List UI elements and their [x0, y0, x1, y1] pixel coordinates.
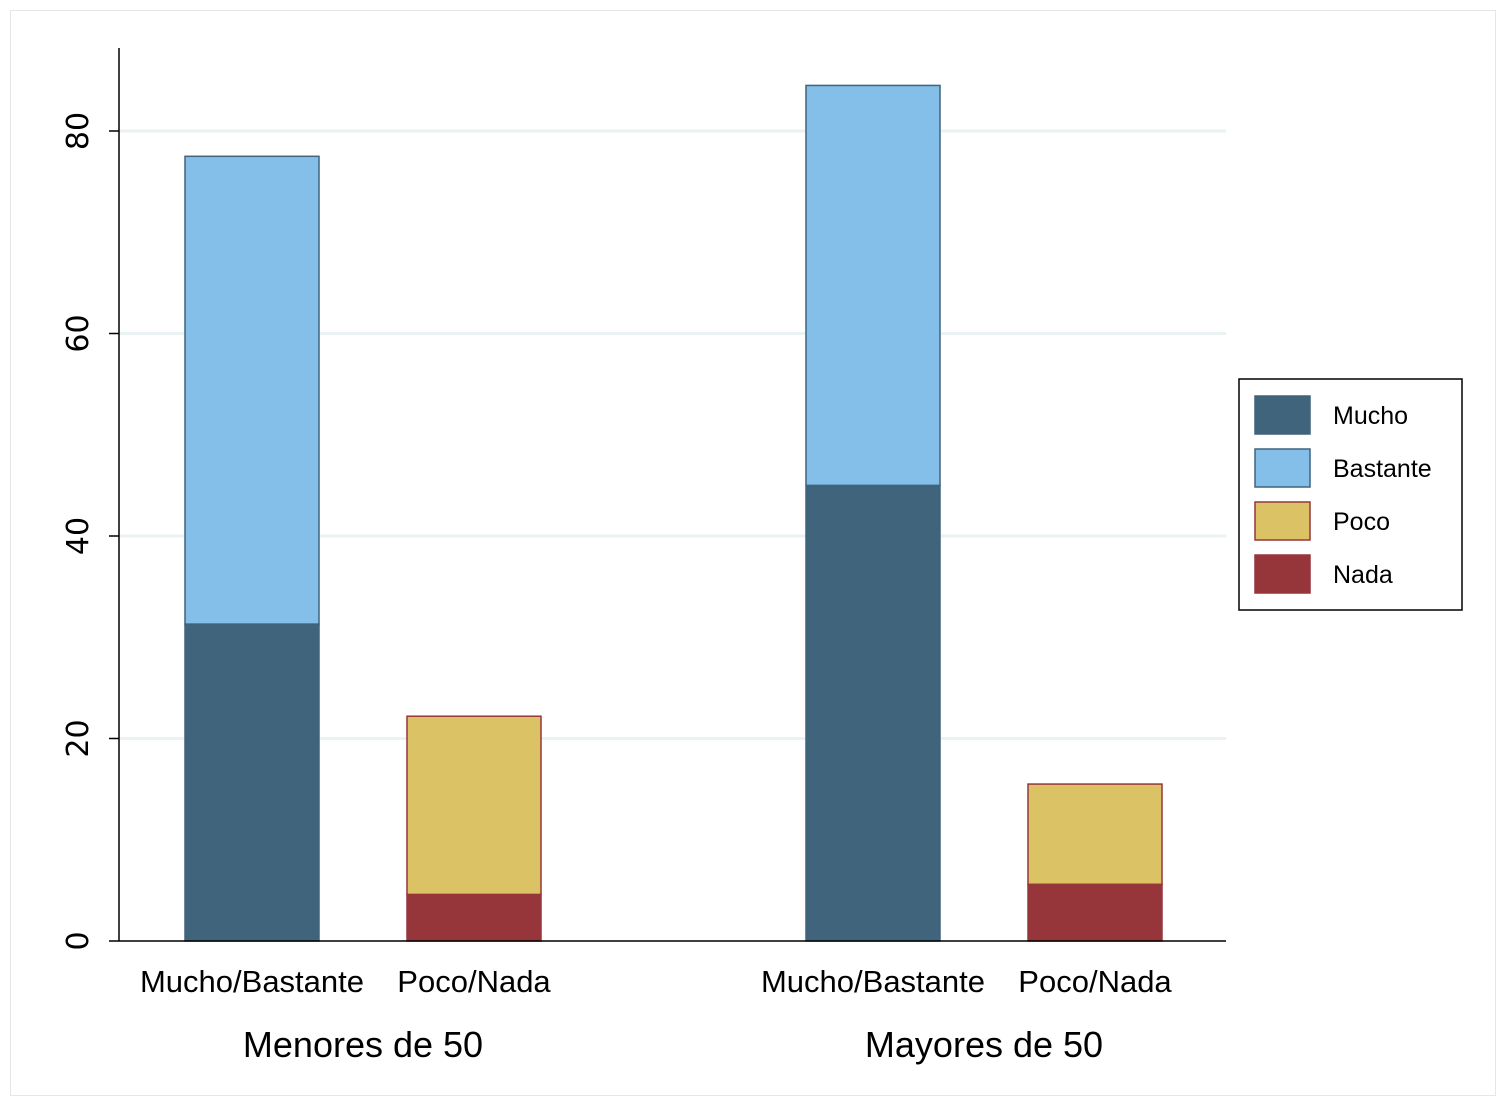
bar-menores-de-50-poco-nada-nada — [406, 893, 542, 942]
x-category-label: Mucho/Bastante — [761, 964, 985, 999]
x-category-label: Poco/Nada — [1018, 964, 1172, 999]
legend: Mucho Bastante Poco Nada — [1238, 378, 1463, 611]
axes — [118, 48, 1226, 942]
x-group-label-mayores-de-50: Mayores de 50 — [865, 1024, 1103, 1065]
legend-swatch-nada — [1254, 554, 1311, 594]
legend-swatch-bastante — [1254, 448, 1311, 488]
bar-mayores-de-50-poco-nada-nada — [1027, 883, 1163, 942]
legend-swatch-poco — [1254, 501, 1311, 541]
y-tick-label-60: 60 — [61, 314, 96, 352]
y-tick-label-0: 0 — [61, 931, 96, 950]
legend-label-mucho: Mucho — [1333, 402, 1408, 430]
x-group-label-menores-de-50: Menores de 50 — [243, 1024, 483, 1065]
legend-swatch-mucho — [1254, 395, 1311, 435]
y-tick-label-80: 80 — [61, 112, 96, 150]
legend-label-poco: Poco — [1333, 508, 1390, 536]
y-tick-label-40: 40 — [61, 517, 96, 555]
x-category-label: Mucho/Bastante — [140, 964, 364, 999]
y-ticks: 0 20 40 60 80 — [61, 112, 119, 951]
bar-mayores-de-50-mucho-bastante-bastante — [805, 84, 941, 487]
x-category-label: Poco/Nada — [397, 964, 551, 999]
legend-label-nada: Nada — [1333, 561, 1393, 589]
bar-mayores-de-50-mucho-bastante-mucho — [805, 484, 941, 942]
bar-menores-de-50-poco-nada-poco — [406, 715, 542, 896]
bar-mayores-de-50-poco-nada-poco — [1027, 783, 1163, 886]
bars — [184, 84, 1163, 942]
x-labels: Mucho/Bastante Poco/Nada Menores de 50 Much… — [140, 964, 1172, 1065]
y-tick-label-20: 20 — [61, 719, 96, 757]
bar-menores-de-50-mucho-bastante-bastante — [184, 155, 320, 625]
legend-label-bastante: Bastante — [1333, 455, 1432, 483]
bar-menores-de-50-mucho-bastante-mucho — [184, 623, 320, 942]
